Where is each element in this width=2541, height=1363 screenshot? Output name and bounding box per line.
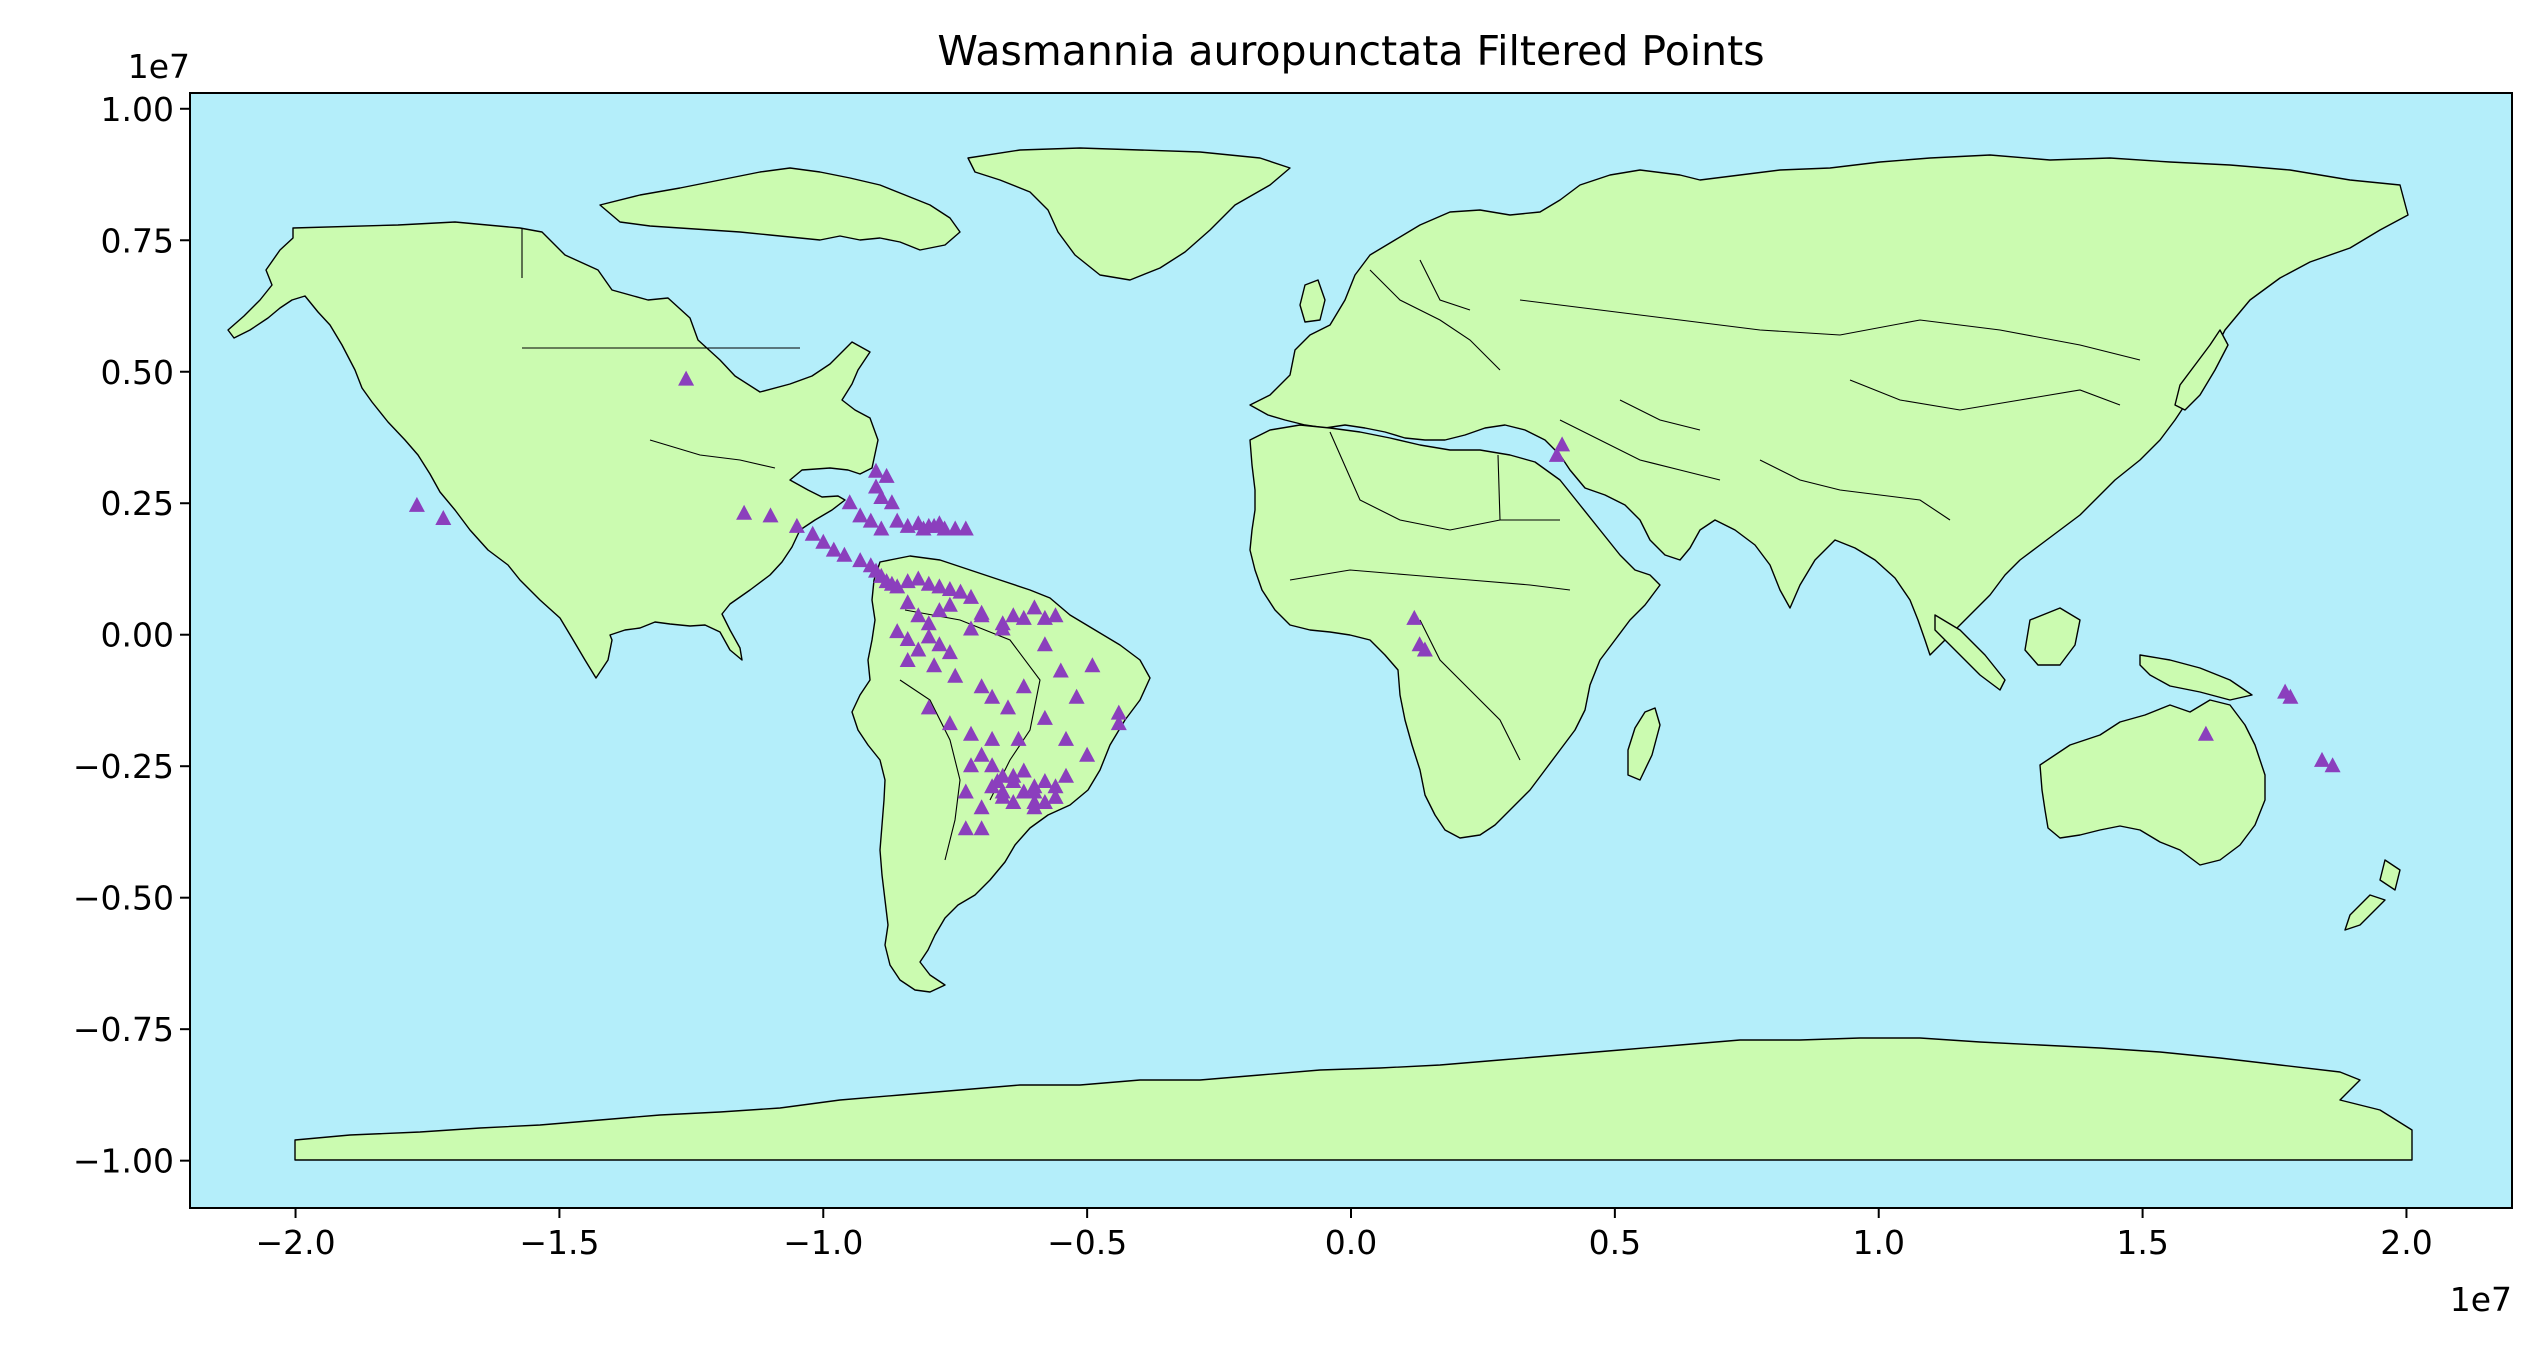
border-china-india (1759, 459, 1951, 521)
y-tick-label: 0.50 (101, 353, 174, 392)
landmass-canadian-arctic (599, 167, 961, 251)
border-middle-east (1559, 399, 1721, 481)
landmass-greenland (967, 147, 1291, 281)
y-tick-label: 0.75 (101, 221, 174, 260)
landmass-north-america (227, 221, 879, 679)
x-tick-label: −1.0 (783, 1223, 863, 1262)
y-tick-label: −0.75 (73, 1010, 174, 1049)
landmass-great-britain (1299, 279, 1326, 323)
border-sahel (1289, 569, 1571, 591)
x-axis-offset-label: 1e7 (2450, 1280, 2512, 1319)
border-central-africa (1419, 619, 1521, 761)
landmass-africa (1249, 424, 1661, 839)
x-axis: −2.0 −1.5 −1.0 −0.5 0.0 0.5 1.0 1.5 2.0 (255, 1208, 2433, 1262)
border-russia (1519, 299, 2141, 361)
x-tick-label: −2.0 (255, 1223, 335, 1262)
x-tick-label: −1.5 (519, 1223, 599, 1262)
y-tick-label: 1.00 (101, 90, 174, 129)
landmass-antarctica (294, 1037, 2413, 1161)
landmass-australia (2039, 699, 2266, 866)
map-layer (227, 147, 2413, 1161)
y-axis-offset-label: 1e7 (128, 47, 190, 86)
landmass-borneo (2024, 607, 2081, 666)
border-andes (899, 679, 961, 861)
y-tick-label: −1.00 (73, 1142, 174, 1181)
country-borders (521, 228, 2141, 861)
x-tick-label: 0.0 (1325, 1223, 1377, 1262)
border-usa-mexico (649, 439, 776, 469)
chart-title: Wasmannia auropunctata Filtered Points (937, 27, 1764, 75)
landmasses (227, 147, 2413, 1161)
x-tick-label: 1.5 (2116, 1223, 2168, 1262)
landmass-new-guinea (2139, 654, 2253, 701)
border-europe (1369, 259, 1501, 371)
landmass-sumatra (1934, 614, 2006, 691)
landmass-eurasia (1249, 154, 2409, 656)
y-tick-label: −0.25 (73, 747, 174, 786)
x-tick-label: 2.0 (2380, 1223, 2432, 1262)
x-tick-label: −0.5 (1047, 1223, 1127, 1262)
y-tick-label: 0.25 (101, 484, 174, 523)
y-tick-label: 0.00 (101, 616, 174, 655)
border-china (1849, 379, 2121, 411)
border-egypt (1497, 454, 1560, 521)
landmass-madagascar (1627, 707, 1661, 781)
y-axis: 1.00 0.75 0.50 0.25 0.00 −0.25 −0.50 −0.75 −1.00 (73, 90, 190, 1181)
landmass-japan (2174, 329, 2229, 411)
border-brazil (904, 609, 1041, 801)
y-tick-label: −0.50 (73, 879, 174, 918)
x-tick-label: 0.5 (1589, 1223, 1641, 1262)
x-tick-label: 1.0 (1852, 1223, 1904, 1262)
landmass-new-zealand (2344, 859, 2401, 931)
